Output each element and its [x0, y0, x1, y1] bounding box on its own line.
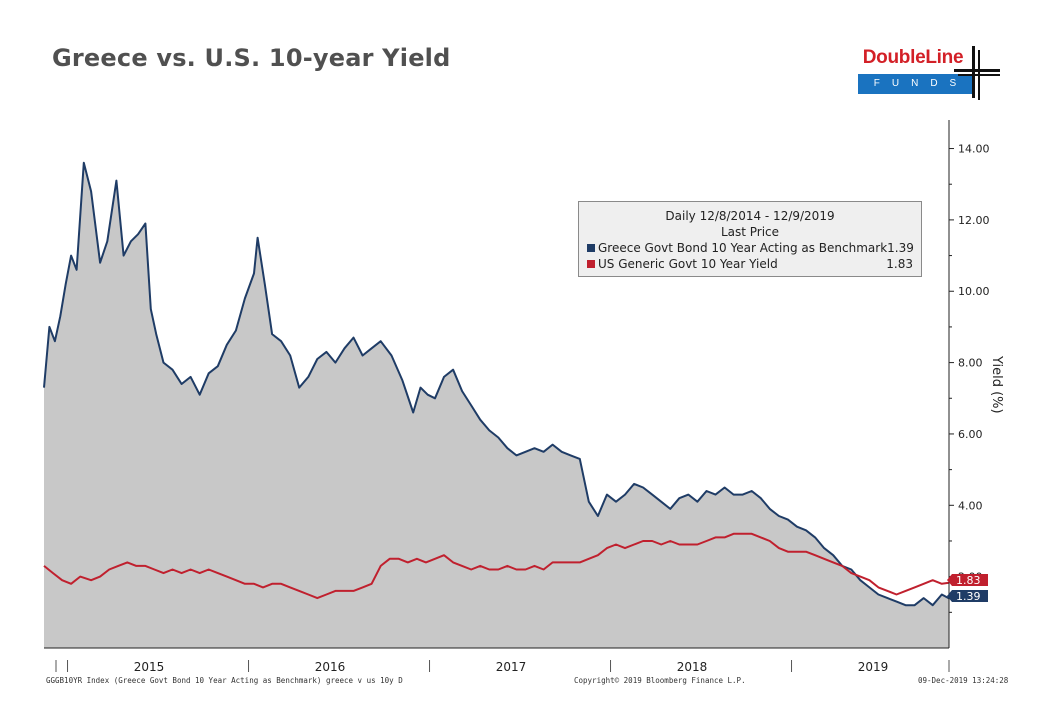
logo-cross-mark: [972, 46, 975, 98]
legend-swatch-greece: [587, 244, 595, 252]
chart-legend: Daily 12/8/2014 - 12/9/2019 Last Price G…: [578, 201, 922, 277]
y-tick-label: 10.00: [958, 285, 990, 298]
y-tick-label: 14.00: [958, 143, 990, 156]
legend-label-greece: Greece Govt Bond 10 Year Acting as Bench…: [598, 241, 888, 255]
page-title: Greece vs. U.S. 10-year Yield: [52, 44, 451, 72]
us-last-value-badge: [947, 574, 988, 586]
logo-cross-mark: [958, 74, 1000, 76]
y-tick-label: 12.00: [958, 214, 990, 227]
logo-cross-mark: [954, 69, 1000, 72]
x-tick-label: 2017: [496, 660, 527, 674]
x-tick-label: 2019: [858, 660, 889, 674]
us-last-value-badge-label: 1.83: [956, 574, 981, 587]
logo-wordmark: DoubleLine: [862, 47, 964, 68]
x-tick-label: 2016: [315, 660, 346, 674]
y-tick-label: 6.00: [958, 428, 983, 441]
us-yield-line: [43, 532, 950, 600]
y-tick-label: 8.00: [958, 357, 983, 370]
y-axis-label: Yield (%): [989, 355, 1004, 414]
greece-last-value-badge-label: 1.39: [956, 590, 981, 603]
x-tick-label: 2015: [134, 660, 165, 674]
y-tick-label: 4.00: [958, 499, 983, 512]
footer-source: GGGB10YR Index (Greece Govt Bond 10 Year…: [46, 676, 403, 685]
x-tick-label: 2018: [677, 660, 708, 674]
greece-last-value-badge: [947, 590, 988, 602]
legend-entry-greece: Greece Govt Bond 10 Year Acting as Bench…: [587, 241, 914, 255]
legend-value-greece: 1.39: [887, 241, 914, 255]
legend-entry-us: US Generic Govt 10 Year Yield 1.83: [587, 257, 913, 271]
footer-copyright: Copyright© 2019 Bloomberg Finance L.P.: [574, 676, 746, 685]
logo-subtitle: FUNDS: [858, 74, 974, 94]
legend-swatch-us: [587, 260, 595, 268]
greece-area-fill: [44, 162, 949, 649]
legend-value-us: 1.83: [886, 257, 913, 271]
legend-label-us: US Generic Govt 10 Year Yield: [598, 257, 778, 271]
greece-yield-line: [43, 161, 950, 607]
legend-date-range: Daily 12/8/2014 - 12/9/2019: [665, 209, 835, 223]
footer-timestamp: 09-Dec-2019 13:24:28: [918, 676, 1009, 685]
legend-subheader: Last Price: [720, 225, 780, 239]
doubleline-logo: DoubleLine FUNDS: [858, 46, 1000, 102]
